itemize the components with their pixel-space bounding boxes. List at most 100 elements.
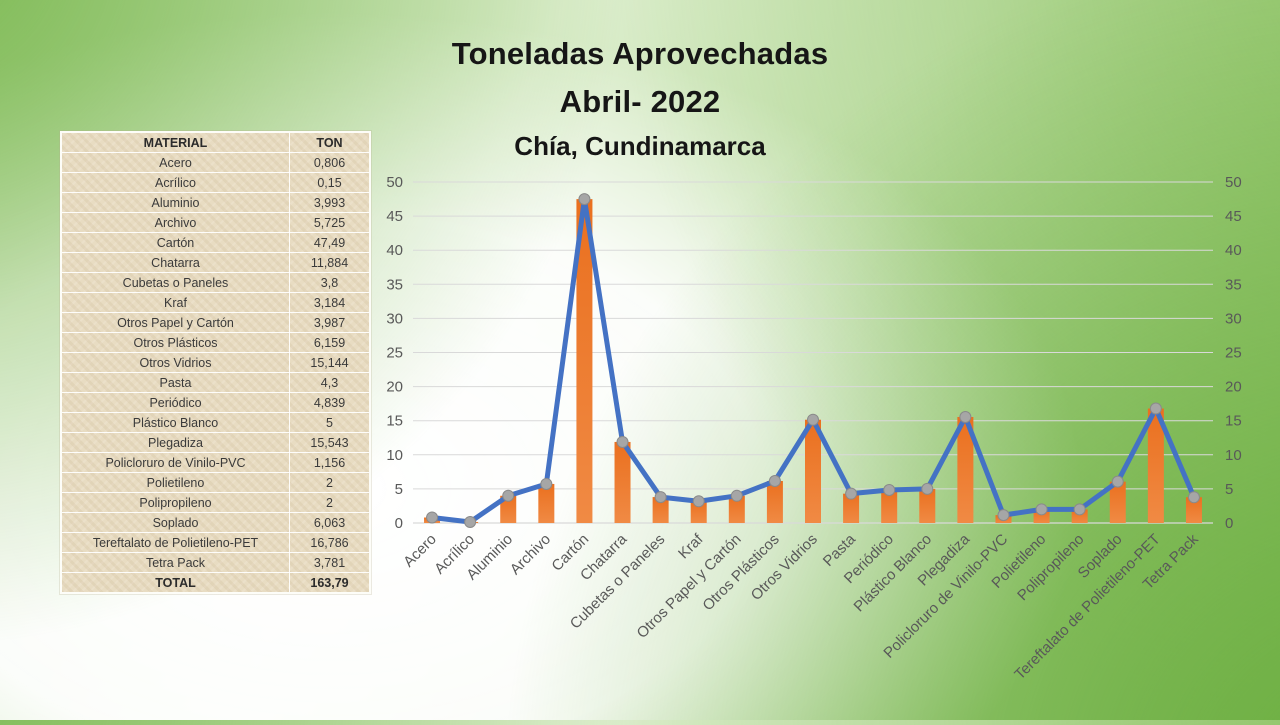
y-axis-tick-left: 15	[386, 413, 403, 430]
material-cell: Pasta	[60, 372, 290, 393]
material-cell: Policloruro de Vinilo-PVC	[60, 452, 290, 473]
bar	[614, 441, 631, 523]
y-axis-tick-left: 35	[386, 276, 403, 293]
marker	[502, 489, 515, 502]
ton-cell: 3,8	[289, 272, 371, 293]
material-cell: Plegadiza	[60, 432, 290, 453]
ton-cell: 15,543	[289, 432, 371, 453]
bar	[766, 480, 783, 523]
table-row: Aluminio 3,993	[60, 192, 371, 213]
combo-chart-svg: 0 0 5 5 10 10 15 15 20 20 25 25 30 30 35 35 40 40 45 45 50 50…	[386, 174, 1242, 683]
material-cell: Archivo	[60, 212, 290, 233]
table-row: Archivo 5,725	[60, 212, 371, 233]
marker	[1149, 402, 1162, 415]
marker	[654, 491, 667, 504]
y-axis-tick-right: 20	[1225, 379, 1242, 396]
ton-cell: 15,144	[289, 352, 371, 373]
bar	[881, 489, 898, 523]
y-axis-tick-left: 10	[386, 447, 403, 464]
y-axis-tick-right: 10	[1225, 447, 1242, 464]
marker	[1187, 491, 1200, 504]
material-cell: Tereftalato de Polietileno-PET	[60, 532, 290, 553]
total-value-cell: 163,79	[289, 572, 371, 594]
slide-subtitle: Chía, Cundinamarca	[514, 131, 766, 161]
x-axis-label: Archivo	[507, 531, 554, 578]
marker	[426, 511, 439, 524]
material-cell: Kraf	[60, 292, 290, 313]
material-cell: Otros Plásticos	[60, 332, 290, 353]
material-cell: Tetra Pack	[60, 552, 290, 573]
bar	[1147, 408, 1164, 523]
marker	[921, 482, 934, 495]
slide-title-line2: Abril- 2022	[559, 84, 721, 119]
bar	[728, 495, 745, 523]
table-row: Periódico 4,839	[60, 392, 371, 413]
marker	[883, 483, 896, 496]
y-axis-tick-left: 45	[386, 208, 403, 225]
ton-cell: 2	[289, 492, 371, 513]
ton-cell: 0,806	[289, 152, 371, 173]
materials-table-footer: TOTAL 163,79	[60, 572, 371, 594]
ton-cell: 2	[289, 472, 371, 493]
y-axis-tick-right: 30	[1225, 310, 1242, 327]
y-axis-tick-left: 30	[386, 310, 403, 327]
x-axis-label: Kraf	[675, 530, 707, 562]
ton-cell: 3,993	[289, 192, 371, 213]
table-row: Tetra Pack 3,781	[60, 552, 371, 573]
total-label-cell: TOTAL	[60, 572, 290, 594]
marker	[1073, 503, 1086, 516]
material-cell: Polietileno	[60, 472, 290, 493]
marker	[464, 515, 477, 528]
bar	[1185, 497, 1202, 523]
materials-table-header: MATERIAL TON	[60, 131, 371, 153]
slide-title-block: Toneladas Aprovechadas Abril- 2022 Chía,…	[0, 30, 1280, 166]
y-axis-tick-left: 25	[386, 345, 403, 362]
material-cell: Polipropileno	[60, 492, 290, 513]
marker	[1111, 475, 1124, 488]
bar	[805, 419, 821, 523]
y-axis-tick-right: 40	[1225, 242, 1242, 259]
y-axis-tick-left: 40	[386, 242, 403, 259]
bar	[538, 483, 555, 523]
marker	[616, 435, 629, 448]
bar	[919, 488, 936, 523]
table-header-ton: TON	[289, 131, 371, 153]
chart-area: 0 0 5 5 10 10 15 15 20 20 25 25 30 30 35 35 40 40 45 45 50 50…	[380, 170, 1260, 720]
table-row: Soplado 6,063	[60, 512, 371, 533]
table-row: Plegadiza 15,543	[60, 432, 371, 453]
y-axis-tick-right: 15	[1225, 413, 1242, 430]
table-row: Chatarra 11,884	[60, 252, 371, 273]
y-axis-tick-left: 0	[395, 515, 403, 532]
slide-title-line1: Toneladas Aprovechadas	[451, 36, 829, 71]
table-row: Tereftalato de Polietileno-PET 16,786	[60, 532, 371, 553]
y-axis-tick-right: 45	[1225, 208, 1242, 225]
y-axis-tick-left: 20	[386, 379, 403, 396]
y-axis-tick-right: 25	[1225, 345, 1242, 362]
marker	[807, 413, 819, 426]
material-cell: Cartón	[60, 232, 290, 253]
marker	[845, 487, 858, 500]
ton-cell: 16,786	[289, 532, 371, 553]
material-cell: Otros Papel y Cartón	[60, 312, 290, 333]
material-cell: Aluminio	[60, 192, 290, 213]
ton-cell: 6,159	[289, 332, 371, 353]
material-cell: Acero	[60, 152, 290, 173]
y-axis-tick-left: 50	[386, 174, 403, 191]
ton-cell: 3,184	[289, 292, 371, 313]
y-axis-tick-right: 35	[1225, 276, 1242, 293]
material-cell: Chatarra	[60, 252, 290, 273]
table-row: Acrílico 0,15	[60, 172, 371, 193]
bar	[690, 501, 707, 523]
bar	[1109, 481, 1126, 523]
ton-cell: 5	[289, 412, 371, 433]
materials-table-body: Acero 0,806 Acrílico 0,15 Aluminio 3,993 Archi…	[60, 152, 371, 573]
marker	[1035, 503, 1048, 516]
table-row: Cubetas o Paneles 3,8	[60, 272, 371, 293]
ton-cell: 0,15	[289, 172, 371, 193]
marker	[540, 477, 553, 490]
bar	[500, 495, 517, 523]
table-row: Plástico Blanco 5	[60, 412, 371, 433]
table-row: Polipropileno 2	[60, 492, 371, 513]
table-row: Pasta 4,3	[60, 372, 371, 393]
bar	[843, 493, 860, 523]
